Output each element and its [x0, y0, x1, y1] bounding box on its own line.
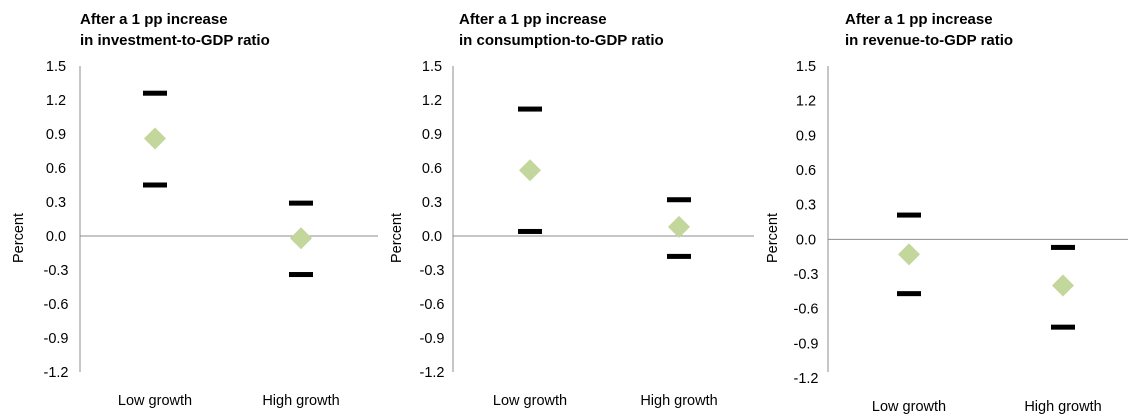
- y-tick-label: 0.9: [796, 128, 816, 144]
- y-tick-label: -0.6: [44, 297, 69, 313]
- point-estimate-marker: [519, 159, 541, 182]
- y-tick-label: 0.0: [796, 232, 816, 248]
- y-tick-label: -1.2: [794, 371, 819, 387]
- chart-panel-revenue: After a 1 pp increase in revenue-to-GDP …: [765, 11, 1128, 415]
- upper-bound-marker: [897, 212, 921, 218]
- y-tick-label: -1.2: [44, 365, 69, 381]
- y-tick-label: -0.3: [44, 263, 69, 279]
- upper-bound-marker: [143, 90, 167, 96]
- y-tick-label: 0.9: [46, 127, 66, 143]
- y-tick-label: -1.2: [420, 365, 445, 381]
- y-tick-label: -0.3: [794, 267, 819, 283]
- y-tick-label: 0.9: [422, 127, 442, 143]
- y-tick-label: 0.3: [422, 195, 442, 211]
- y-axis-label: Percent: [11, 213, 27, 263]
- y-tick-label: -0.9: [420, 331, 445, 347]
- upper-bound-marker: [1051, 244, 1075, 250]
- chart-title-line-2: in consumption-to-GDP ratio: [459, 32, 664, 49]
- point-estimate-marker: [898, 243, 920, 266]
- x-category-label-high-growth: High growth: [640, 393, 717, 409]
- chart-title-line-2: in revenue-to-GDP ratio: [845, 32, 1013, 49]
- x-category-label-low-growth: Low growth: [872, 399, 946, 415]
- y-tick-label: -0.6: [420, 297, 445, 313]
- lower-bound-marker: [1051, 324, 1075, 330]
- y-tick-label: 1.2: [796, 94, 816, 110]
- chart-title-line-1: After a 1 pp increase: [459, 11, 607, 28]
- x-category-label-high-growth: High growth: [1024, 399, 1101, 415]
- chart-title-line-1: After a 1 pp increase: [80, 11, 228, 28]
- x-category-label-low-growth: Low growth: [118, 393, 192, 409]
- y-tick-label: 1.5: [46, 59, 66, 75]
- y-axis-label: Percent: [765, 213, 781, 263]
- chart-panel-investment: After a 1 pp increase in investment-to-G…: [11, 11, 378, 409]
- y-tick-label: 0.6: [796, 163, 816, 179]
- upper-bound-marker: [289, 200, 313, 206]
- y-tick-label: 0.6: [46, 161, 66, 177]
- lower-bound-marker: [143, 182, 167, 188]
- lower-bound-marker: [289, 272, 313, 278]
- upper-bound-marker: [518, 106, 542, 112]
- y-tick-label: 0.6: [422, 161, 442, 177]
- y-tick-label: -0.9: [794, 336, 819, 352]
- upper-bound-marker: [667, 197, 691, 203]
- y-tick-label: 0.0: [422, 229, 442, 245]
- chart-title-line-1: After a 1 pp increase: [845, 11, 993, 28]
- x-category-label-low-growth: Low growth: [493, 393, 567, 409]
- y-tick-label: -0.3: [420, 263, 445, 279]
- lower-bound-marker: [897, 291, 921, 297]
- chart-panel-consumption: After a 1 pp increase in consumption-to-…: [389, 11, 754, 409]
- y-tick-label: 0.3: [796, 198, 816, 214]
- lower-bound-marker: [518, 228, 542, 234]
- y-axis-label: Percent: [389, 213, 405, 263]
- point-estimate-marker: [144, 127, 166, 150]
- point-estimate-marker: [668, 215, 690, 238]
- lower-bound-marker: [667, 253, 691, 259]
- point-estimate-marker: [1052, 274, 1074, 297]
- y-tick-label: 1.2: [46, 93, 66, 109]
- y-tick-label: -0.6: [794, 302, 819, 318]
- y-tick-label: 0.0: [46, 229, 66, 245]
- point-estimate-marker: [290, 227, 312, 250]
- y-tick-label: -0.9: [44, 331, 69, 347]
- chart-title-line-2: in investment-to-GDP ratio: [80, 32, 270, 49]
- x-category-label-high-growth: High growth: [262, 393, 339, 409]
- y-tick-label: 1.5: [796, 59, 816, 75]
- y-tick-label: 1.2: [422, 93, 442, 109]
- y-tick-label: 0.3: [46, 195, 66, 211]
- y-tick-label: 1.5: [422, 59, 442, 75]
